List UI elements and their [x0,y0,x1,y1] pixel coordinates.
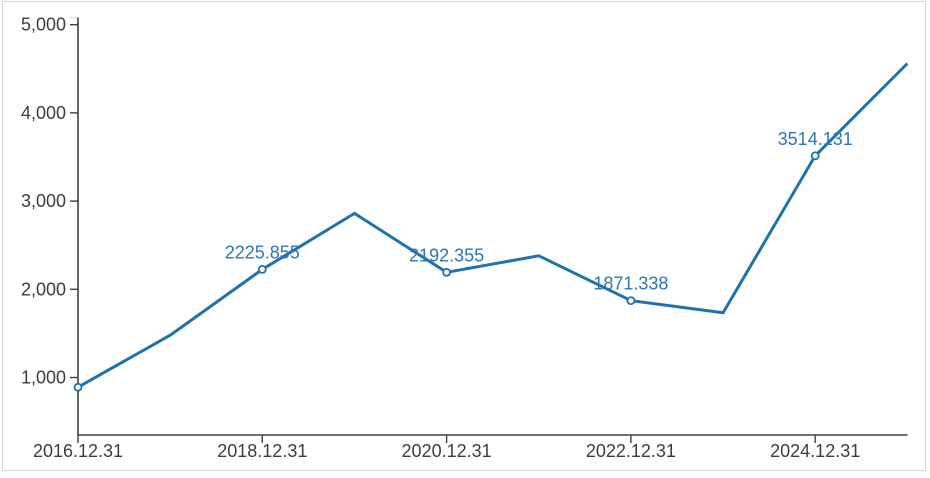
y-tick-label: 3,000 [21,191,66,211]
data-point-marker[interactable] [73,382,83,392]
y-tick-label: 1,000 [21,368,66,388]
y-tick-label: 4,000 [21,103,66,123]
x-tick-label: 2020.12.31 [402,441,492,461]
y-tick-label: 2,000 [21,279,66,299]
y-tick-label: 5,000 [21,15,66,35]
data-point-label: 3514.131 [778,129,853,149]
top-clip-bar [3,2,925,18]
data-point-marker[interactable] [257,264,267,274]
data-point-label: 2225.855 [225,242,300,262]
data-point-marker[interactable] [442,267,452,277]
data-point-label: 1871.338 [593,274,668,294]
data-point-marker[interactable] [626,296,636,306]
data-point-marker[interactable] [810,151,820,161]
x-tick-label: 2018.12.31 [217,441,307,461]
x-tick-label: 2022.12.31 [586,441,676,461]
x-tick-label: 2016.12.31 [33,441,123,461]
series-line [77,62,909,389]
data-point-label: 2192.355 [409,245,484,265]
x-tick-label: 2024.12.31 [770,441,860,461]
